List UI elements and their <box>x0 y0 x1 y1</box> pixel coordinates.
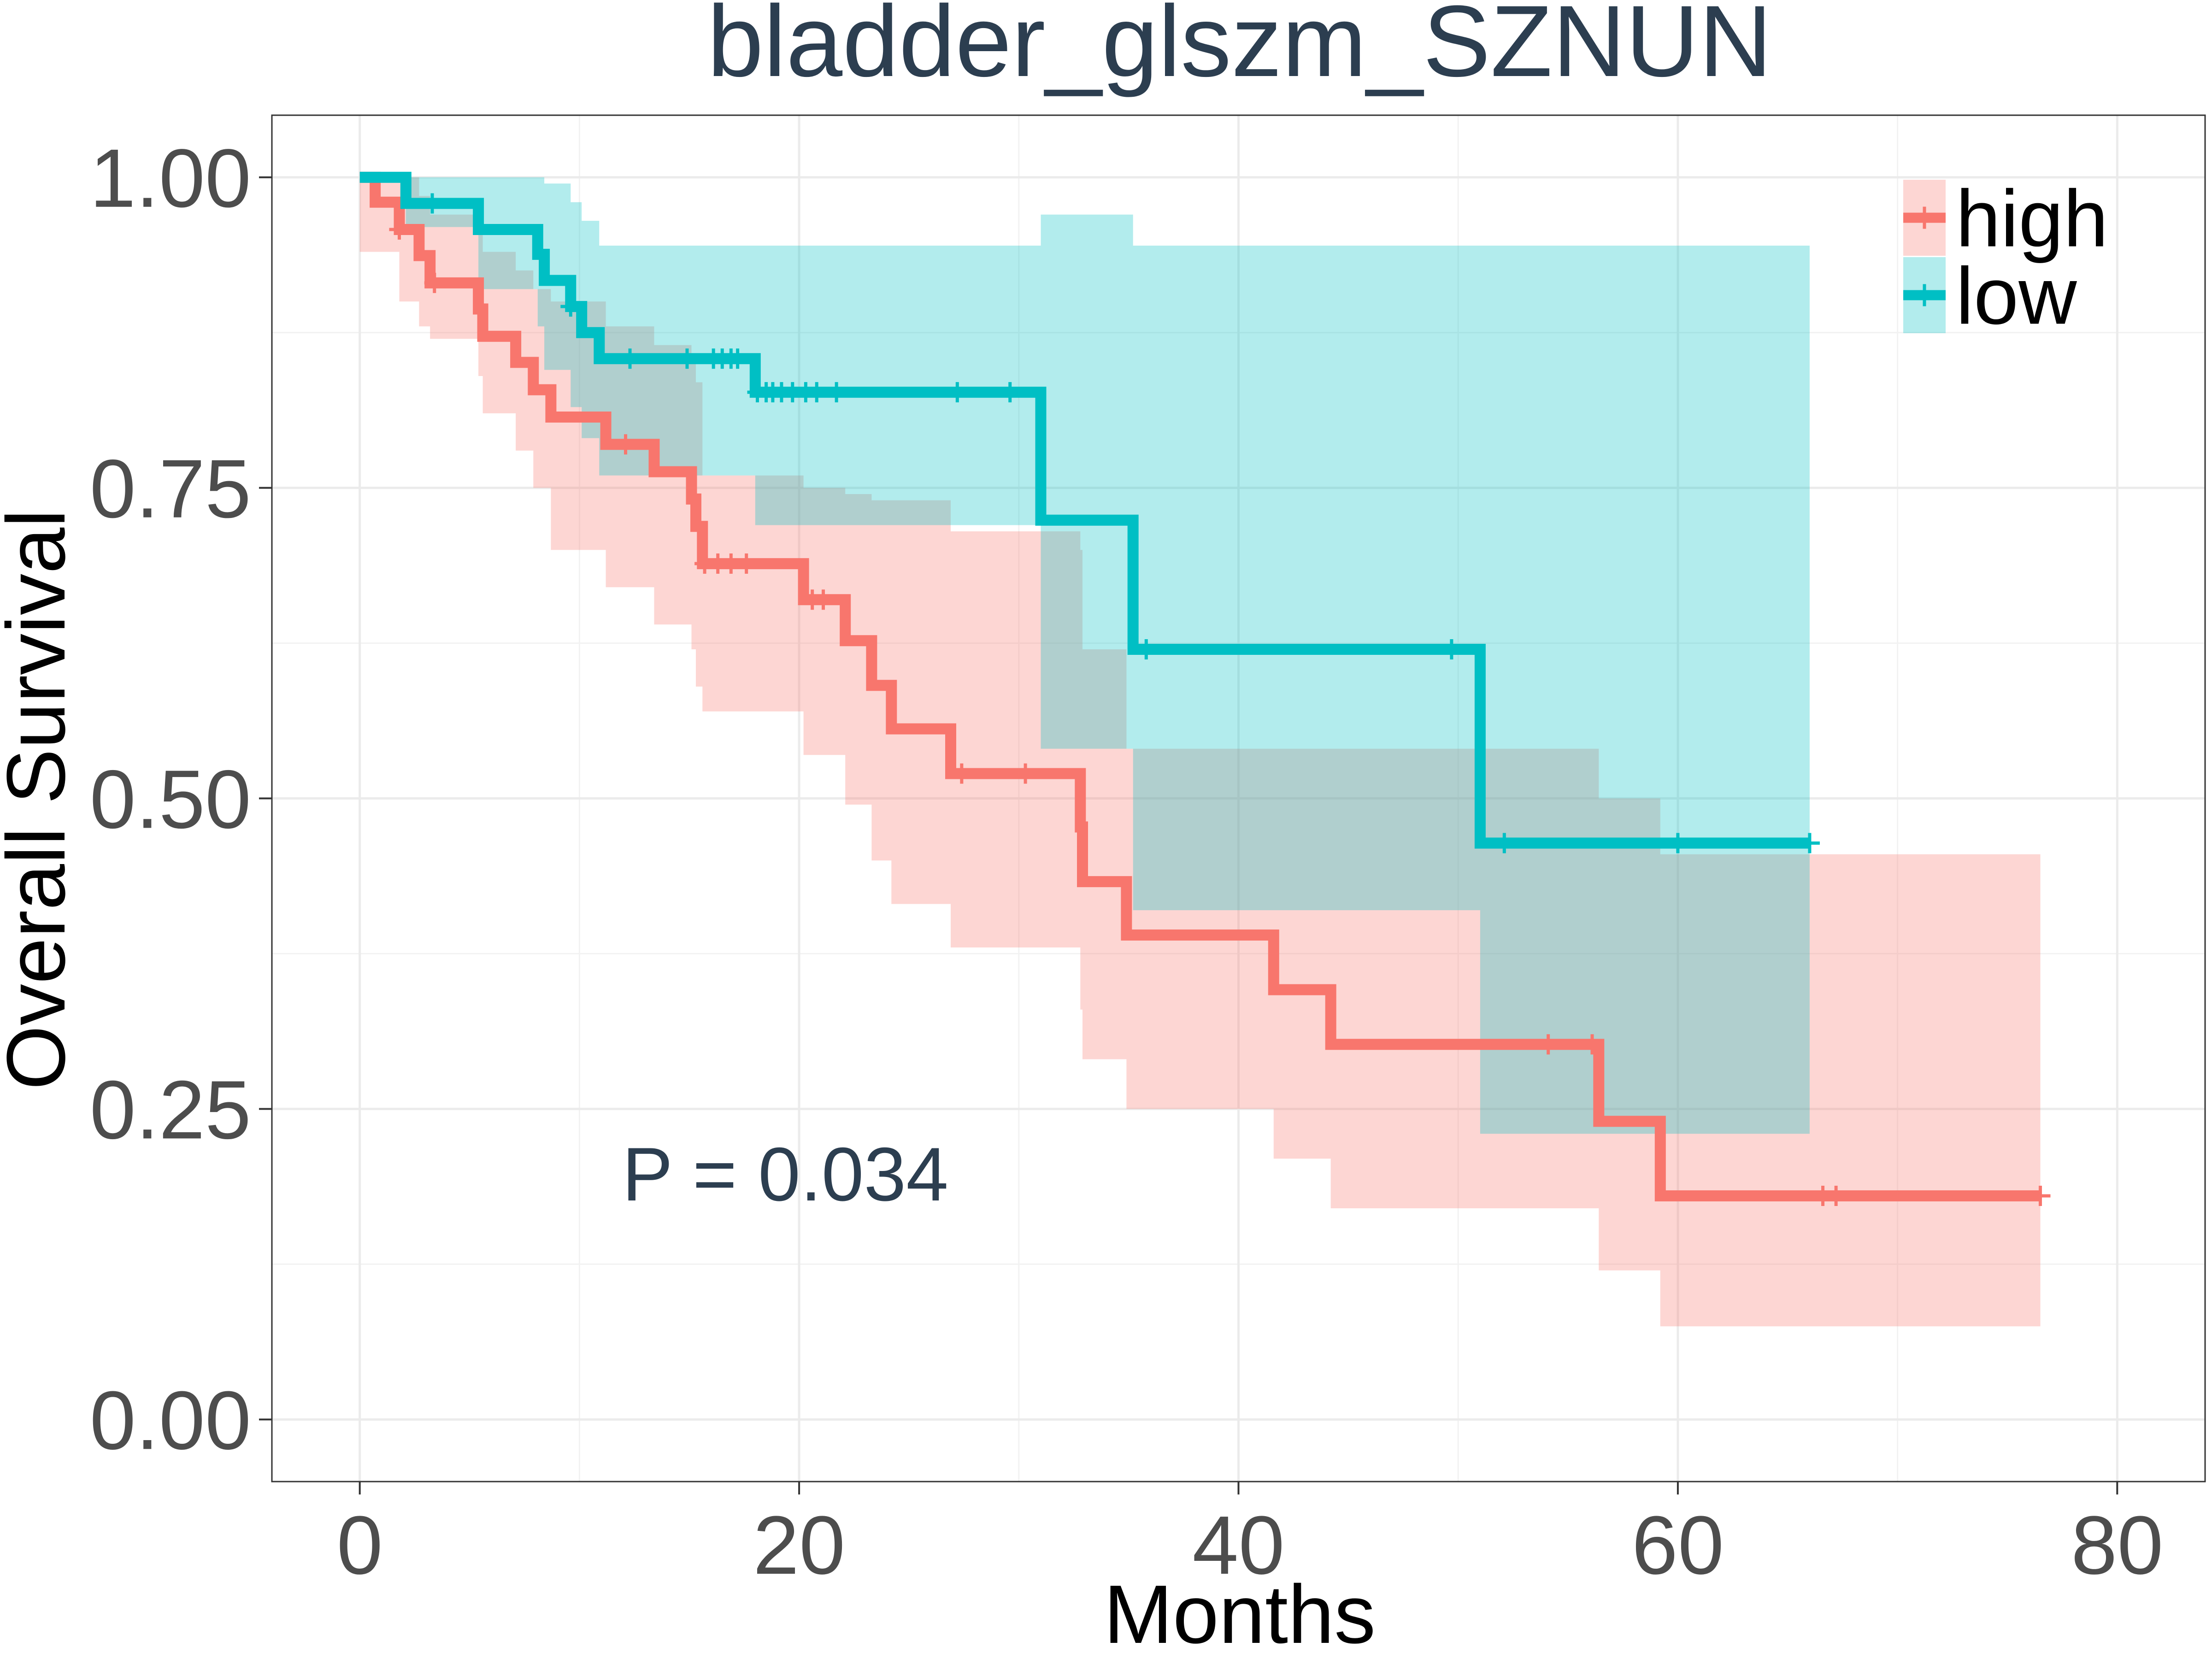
survival-curves <box>359 171 2041 1201</box>
censor-mark-low <box>1799 833 1820 853</box>
y-tick-label: 1.00 <box>90 132 251 225</box>
censor-mark-low <box>677 348 697 369</box>
censor-mark-high <box>424 272 445 293</box>
x-axis-label: Months <box>1104 1568 1376 1659</box>
censor-mark-low <box>620 348 641 369</box>
x-tick-label: 0 <box>337 1499 383 1592</box>
censor-mark-low <box>1494 833 1515 853</box>
confidence-band-low <box>359 177 1810 1134</box>
censor-mark-high <box>736 553 757 574</box>
censor-mark-low <box>826 382 847 403</box>
confidence-bands <box>359 177 2041 1327</box>
censor-mark-low <box>806 382 827 403</box>
censor-mark-high <box>1015 763 1036 784</box>
y-tick-label: 0.00 <box>90 1374 251 1467</box>
y-tick-label: 0.75 <box>90 443 251 535</box>
censor-mark-high <box>615 434 636 455</box>
censor-mark-low <box>947 382 968 403</box>
censor-mark-high <box>1826 1186 1847 1206</box>
censor-mark-low <box>727 348 748 369</box>
x-tick-label: 40 <box>1192 1499 1284 1592</box>
censor-mark-low <box>422 193 442 214</box>
legend-label-low: low <box>1956 252 2077 341</box>
x-tick-label: 20 <box>753 1499 845 1592</box>
legend-item-low: low <box>1903 252 2077 341</box>
x-tick-label: 80 <box>2071 1499 2163 1592</box>
confidence-band-high <box>359 177 2041 1327</box>
legend-item-high: high <box>1903 174 2108 264</box>
censor-mark-low <box>1441 639 1462 660</box>
censor-mark-high <box>389 219 410 240</box>
censor-mark-low <box>1136 639 1157 660</box>
y-tick-label: 0.25 <box>90 1064 251 1156</box>
censor-marks <box>389 193 2051 1206</box>
survival-curve-low <box>359 171 1810 849</box>
y-axis-label: Overall Survival <box>0 509 82 1090</box>
censor-mark-high <box>1582 1034 1602 1055</box>
survival-curve-high <box>359 171 2041 1201</box>
x-tick-label: 60 <box>1632 1499 1724 1592</box>
censor-mark-low <box>560 296 581 317</box>
chart-title: bladder_glszm_SZNUN <box>707 0 1772 98</box>
censor-mark-low <box>1000 382 1020 403</box>
y-tick-label: 0.50 <box>90 753 251 846</box>
censor-mark-high <box>813 589 834 610</box>
censor-mark-high <box>951 763 972 784</box>
legend-label-high: high <box>1956 174 2108 264</box>
censor-mark-low <box>1667 833 1688 853</box>
axes: 0 20 40 60 80 0.00 0.25 0.50 0.75 1.00 <box>90 132 2164 1592</box>
censor-mark-high <box>1538 1034 1559 1055</box>
p-value-annotation: P = 0.034 <box>622 1132 948 1217</box>
censor-mark-high <box>2030 1186 2051 1206</box>
